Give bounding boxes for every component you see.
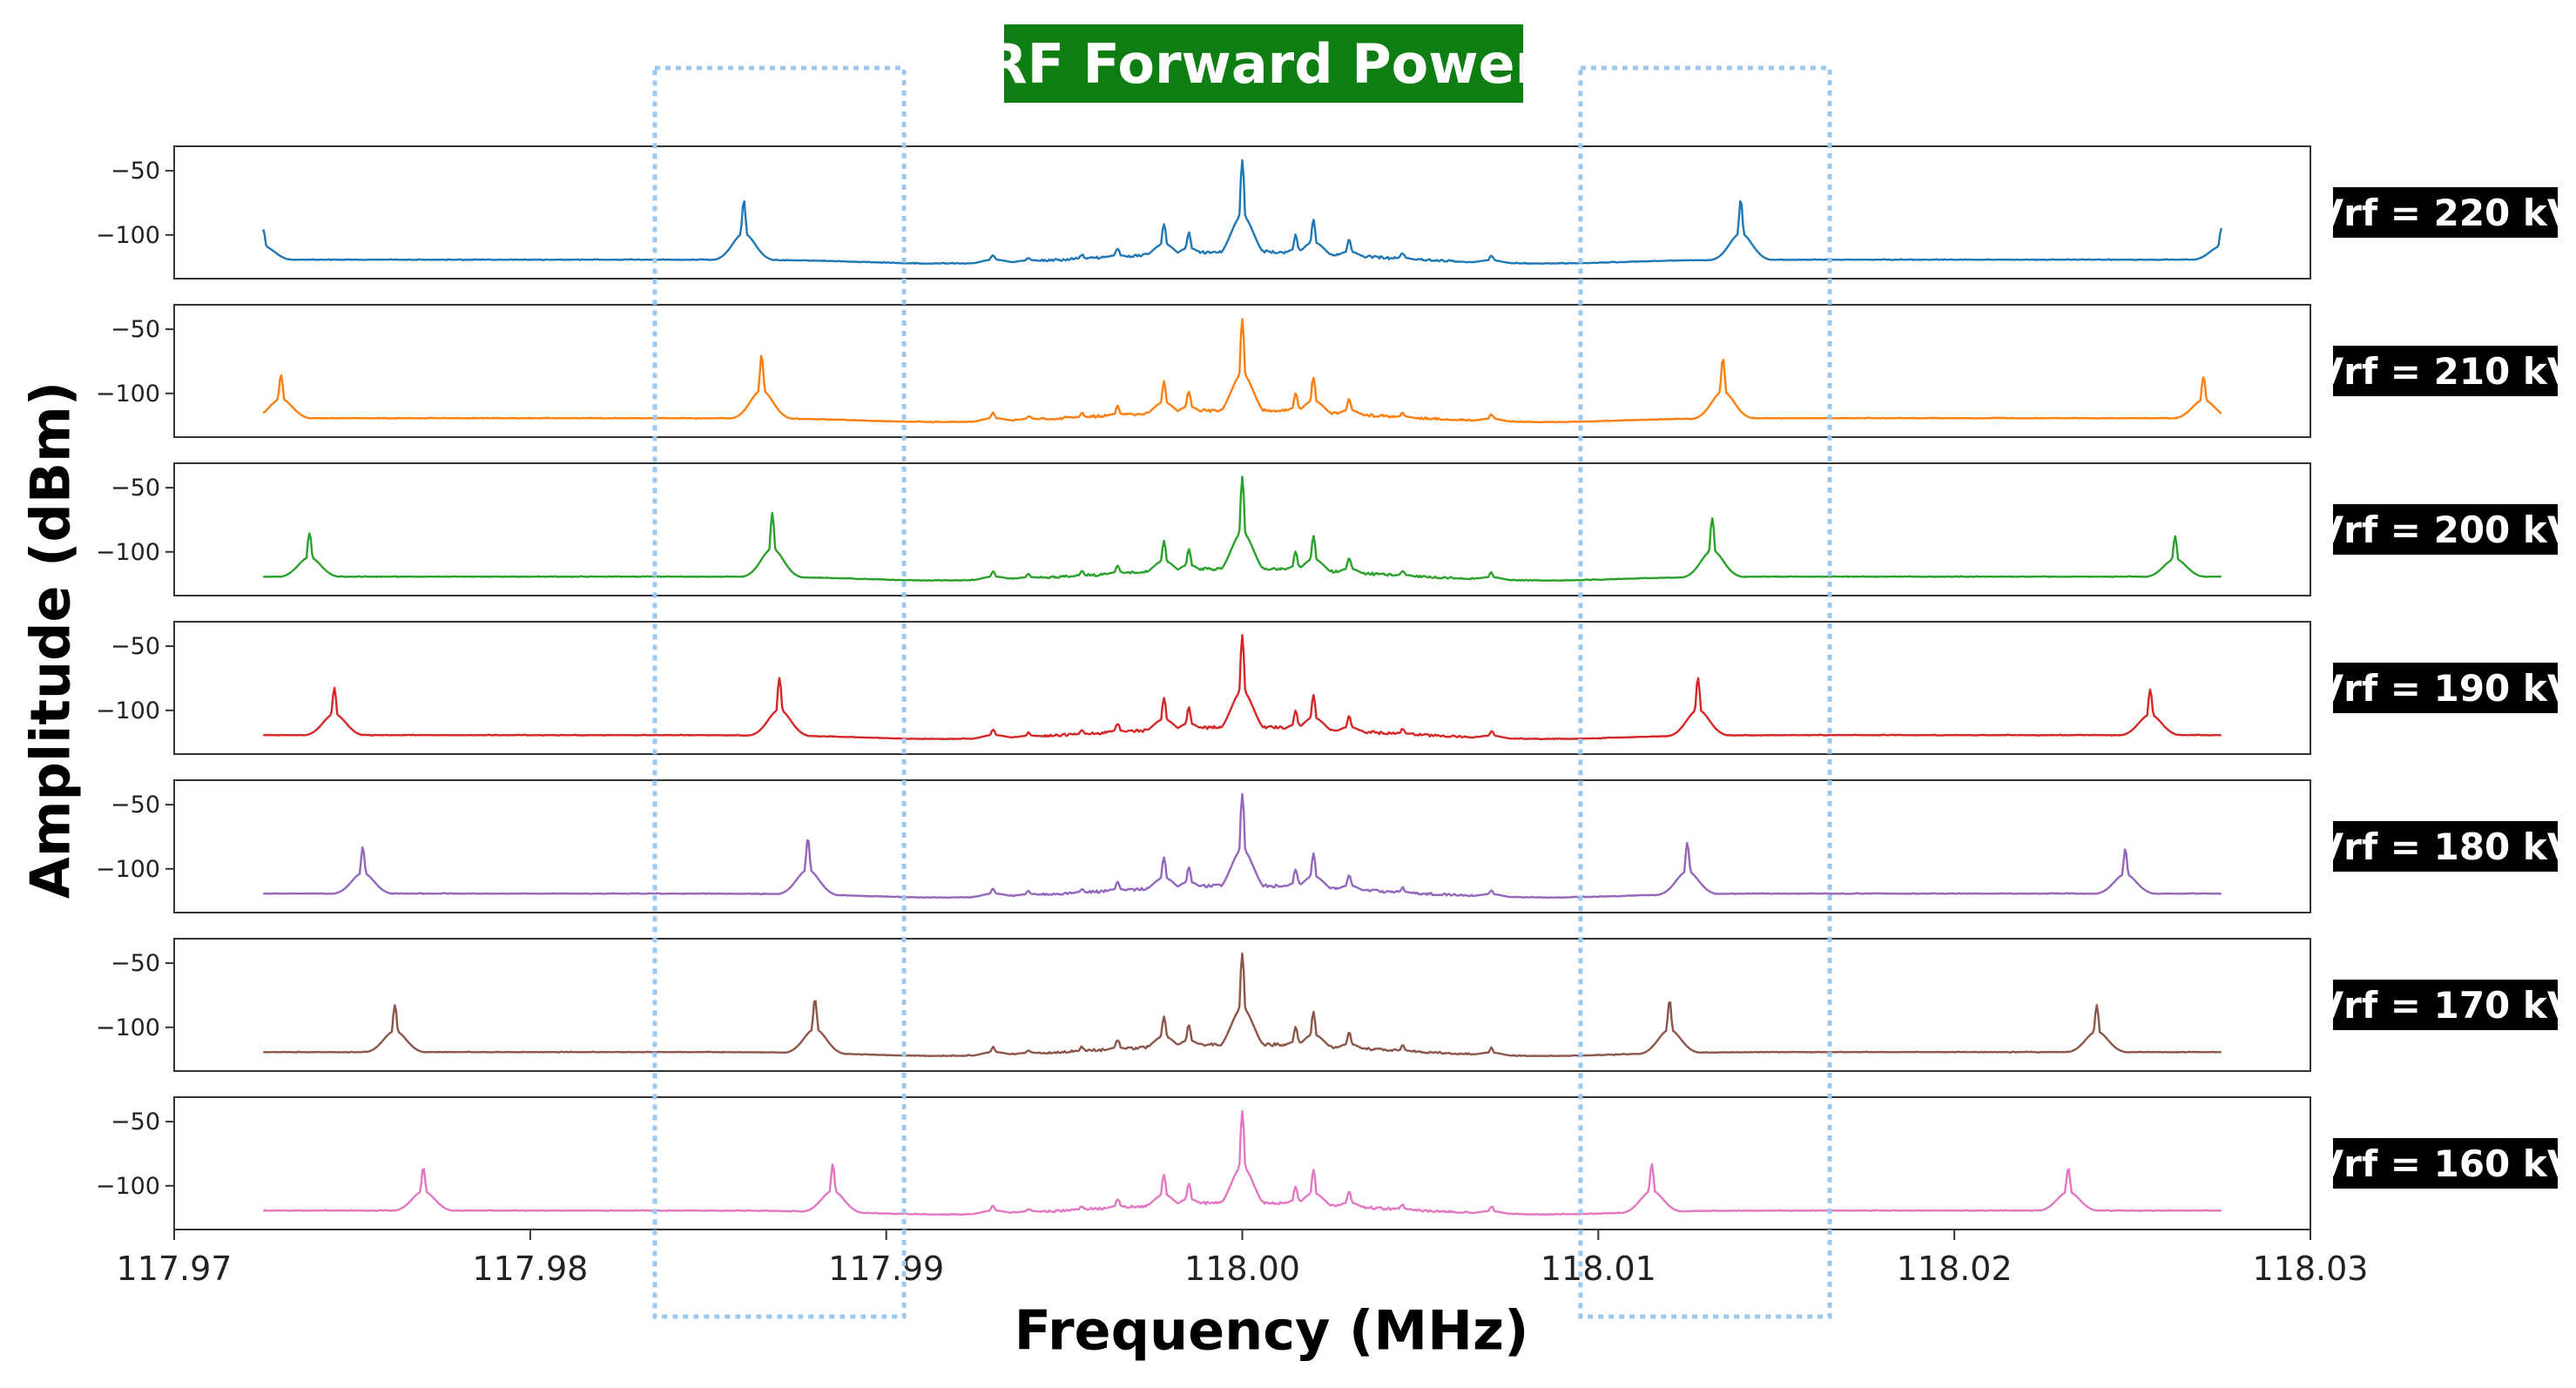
y-axis-label: Amplitude (dBm) (18, 381, 83, 900)
y-tick-label: −100 (96, 539, 160, 566)
y-tick-label: −50 (111, 633, 160, 660)
y-tick-label: −50 (111, 1108, 160, 1135)
chart-title-box: RF Forward Power (986, 24, 1541, 103)
series-label: Vrf = 160 kV (2316, 1138, 2575, 1189)
y-tick-label: −50 (111, 792, 160, 819)
panel-frame (173, 304, 2311, 438)
y-tick-label: −50 (111, 158, 160, 185)
series-line (263, 952, 2222, 1058)
series-line (263, 634, 2222, 741)
series-label: Vrf = 170 kV (2316, 980, 2575, 1030)
y-tick-label: −100 (96, 697, 160, 724)
series-line (262, 1109, 2222, 1216)
y-tick-label: −100 (96, 381, 160, 408)
series-label: Vrf = 220 kV (2316, 187, 2575, 238)
panel-frame (173, 145, 2311, 280)
x-tick-label: 118.02 (1897, 1250, 2013, 1288)
panel-frame (173, 462, 2311, 596)
y-tick-label: −100 (96, 1173, 160, 1200)
x-tick-label: 118.00 (1184, 1250, 1300, 1288)
series-line (262, 158, 2222, 266)
highlight-region (652, 65, 907, 1319)
highlight-region (1578, 65, 1832, 1319)
y-tick-label: −50 (111, 475, 160, 502)
x-tick-label: 117.99 (828, 1250, 944, 1288)
y-tick-label: −50 (111, 950, 160, 977)
x-axis-label: Frequency (MHz) (1014, 1298, 1529, 1363)
chart-title: RF Forward Power (985, 31, 1542, 96)
panel-frame (173, 779, 2311, 913)
x-tick-label: 117.97 (117, 1250, 233, 1288)
x-tick-label: 118.03 (2253, 1250, 2369, 1288)
series-label: Vrf = 200 kV (2316, 504, 2575, 555)
panel-frame (173, 938, 2311, 1072)
y-tick-label: −50 (111, 316, 160, 343)
panel-frame (173, 621, 2311, 755)
series-label: Vrf = 210 kV (2316, 346, 2575, 396)
series-line (262, 318, 2222, 424)
x-tick-label: 117.98 (472, 1250, 588, 1288)
series-line (262, 792, 2222, 900)
y-tick-label: −100 (96, 1014, 160, 1041)
x-tick-label: 118.01 (1541, 1250, 1656, 1288)
y-tick-label: −100 (96, 856, 160, 883)
series-label: Vrf = 190 kV (2316, 663, 2575, 713)
series-label: Vrf = 180 kV (2316, 821, 2575, 872)
series-line (263, 475, 2222, 583)
y-tick-label: −100 (96, 222, 160, 249)
